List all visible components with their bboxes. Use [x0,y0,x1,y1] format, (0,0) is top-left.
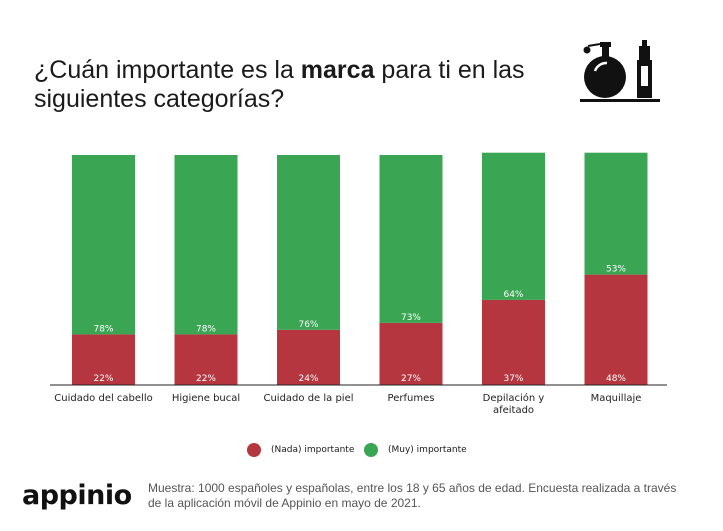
legend-swatch-high [364,443,378,457]
bar-high [277,155,340,330]
bar-low [584,274,648,385]
category-label: Higiene bucal [172,393,240,404]
data-label-low: 22% [196,374,216,384]
legend-label-high: (Muy) importante [388,445,467,455]
footnote: Muestra: 1000 españoles y españolas, ent… [148,481,677,510]
bar-high [584,152,648,275]
data-label-low: 22% [93,374,113,384]
bar-high [174,155,238,335]
data-label-low: 37% [503,374,523,384]
legend-item-high: (Muy) importante [364,443,467,457]
data-label-low: 24% [298,374,318,384]
bar-low [174,334,238,385]
category-label: Depilación y afeitado [483,392,545,416]
chart-title: ¿Cuán importante es la marca para ti en … [34,56,554,114]
legend: (Nada) importante (Muy) importante [0,443,723,459]
legend-swatch-low [247,443,261,457]
bar-low [72,334,135,385]
bar-high [482,152,545,300]
data-label-high: 78% [93,324,113,334]
bar-low [379,322,443,385]
legend-item-low: (Nada) importante [247,443,354,457]
bar-low [277,329,340,385]
appinio-logo: appinio [22,480,132,511]
category-label: Cuidado del cabello [54,393,152,404]
legend-label-low: (Nada) importante [271,445,355,455]
title-part: para ti en las siguientes categorías? [34,56,525,113]
data-label-high: 76% [298,320,318,330]
data-label-high: 64% [503,290,523,300]
category-label: Cuidado de la piel [263,393,353,404]
bar-high [72,155,135,335]
data-label-low: 27% [401,374,421,384]
title-part: ¿Cuán importante es la [34,56,301,84]
data-label-high: 78% [196,324,216,334]
title-bold: marca [300,56,375,84]
bar-low [482,299,545,385]
category-label: Perfumes [388,393,435,404]
perfume-icon [580,38,662,104]
data-label-high: 53% [606,265,626,275]
category-label: Maquillaje [591,393,642,404]
data-label-high: 73% [401,313,421,323]
bar-high [379,155,443,323]
data-label-low: 48% [606,374,626,384]
